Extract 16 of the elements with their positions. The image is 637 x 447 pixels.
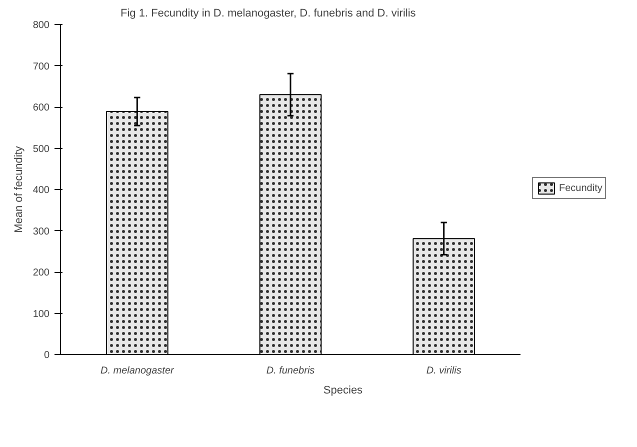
y-tick-label: 0 xyxy=(44,350,50,361)
y-tick-label: 100 xyxy=(32,308,50,320)
y-tick-label: 300 xyxy=(32,226,50,238)
x-tick-label: D. funebris xyxy=(266,366,315,376)
y-tick-label: 700 xyxy=(32,61,50,72)
y-axis-title: Mean of fecundity xyxy=(12,146,25,233)
legend-label: Fecundity xyxy=(559,182,602,194)
y-tick-label: 600 xyxy=(32,102,50,114)
x-tick-label: D. virilis xyxy=(426,366,462,376)
y-tick-label: 800 xyxy=(32,20,50,31)
y-tick-label: 400 xyxy=(32,185,50,196)
y-tick-label: 500 xyxy=(32,144,50,155)
chart-title: Fig 1. Fecundity in D. melanogaster, D. funebris and D. virilis xyxy=(120,8,416,20)
x-tick-label: D. melanogaster xyxy=(100,366,175,376)
y-tick-label: 200 xyxy=(32,268,50,278)
x-axis-title: Species xyxy=(323,384,364,396)
